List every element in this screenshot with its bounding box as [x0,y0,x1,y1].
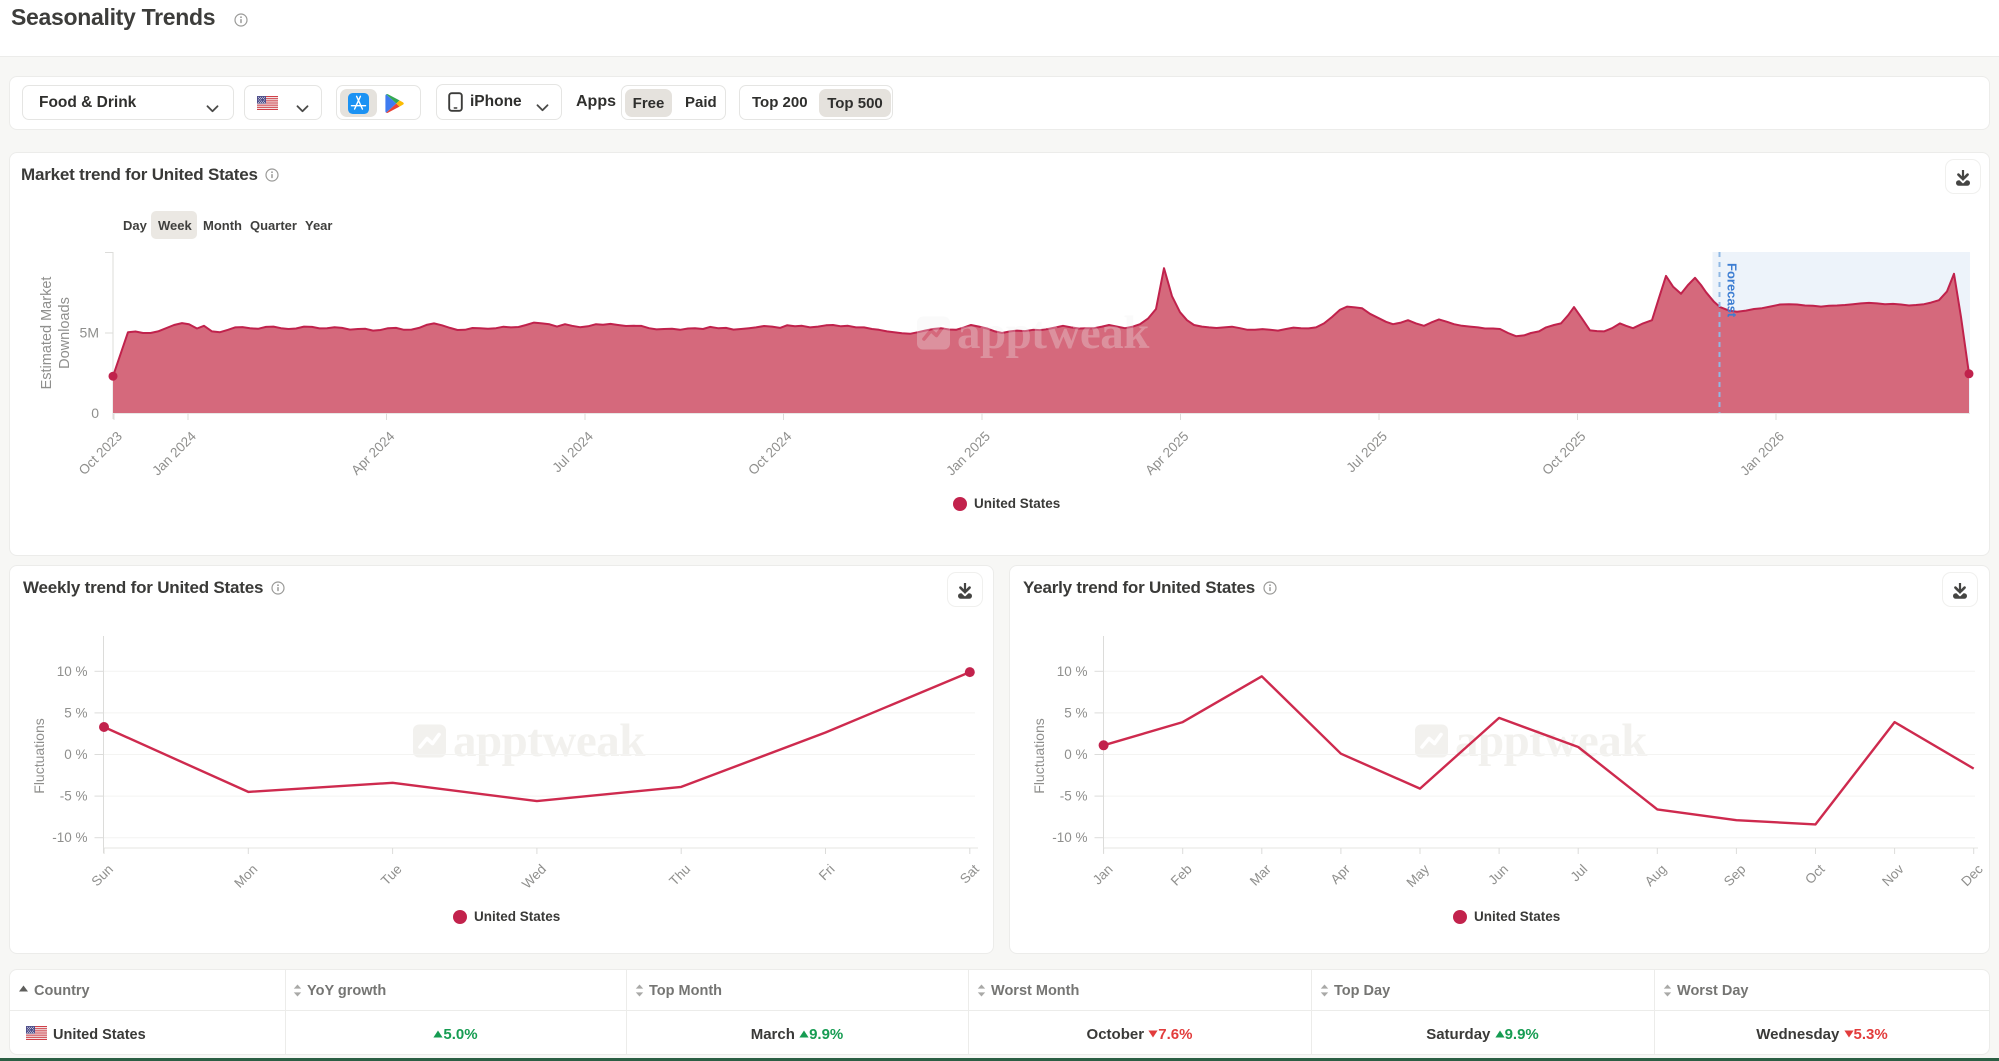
svg-text:Oct 2025: Oct 2025 [1539,429,1588,478]
svg-text:Mar: Mar [1247,861,1274,888]
svg-text:Jan 2026: Jan 2026 [1737,429,1787,479]
svg-text:Sun: Sun [89,862,117,890]
svg-text:0 %: 0 % [1064,747,1087,762]
svg-text:Jan 2024: Jan 2024 [149,428,199,478]
svg-text:Apr 2025: Apr 2025 [1142,429,1191,478]
svg-text:Dec: Dec [1958,861,1986,889]
svg-text:Thu: Thu [666,862,693,889]
svg-text:-5 %: -5 % [60,789,88,804]
svg-text:Jul 2025: Jul 2025 [1343,429,1390,476]
svg-text:5M: 5M [80,325,99,341]
svg-text:-5 %: -5 % [1060,789,1088,804]
svg-text:-10 %: -10 % [52,830,87,845]
svg-text:10 %: 10 % [1057,664,1088,679]
svg-text:0: 0 [91,405,99,421]
svg-text:Feb: Feb [1168,862,1195,889]
svg-text:Fluctuations: Fluctuations [31,718,47,793]
svg-text:Estimated Market: Estimated Market [39,277,55,390]
svg-text:10 %: 10 % [57,664,88,679]
svg-text:Jul 2024: Jul 2024 [549,428,596,475]
svg-text:Aug: Aug [1642,862,1670,890]
svg-text:Oct: Oct [1802,861,1828,887]
svg-text:Nov: Nov [1879,861,1907,889]
svg-text:Sat: Sat [957,861,982,886]
svg-text:Mon: Mon [231,862,260,891]
svg-text:Fluctuations: Fluctuations [1031,718,1047,793]
svg-text:-10 %: -10 % [1052,830,1087,845]
svg-text:Jul: Jul [1568,862,1591,885]
svg-text:Sep: Sep [1721,862,1749,890]
svg-text:Oct 2024: Oct 2024 [745,428,795,478]
svg-text:Jun: Jun [1485,862,1511,888]
svg-text:5 %: 5 % [1064,705,1087,720]
svg-text:Jan 2025: Jan 2025 [943,429,993,479]
svg-text:5 %: 5 % [64,705,87,720]
svg-text:Forecast: Forecast [1725,263,1740,318]
svg-text:Apr: Apr [1328,861,1354,887]
svg-text:Apr 2024: Apr 2024 [348,428,398,478]
svg-text:Oct 2023: Oct 2023 [76,429,125,478]
svg-text:Jan: Jan [1090,862,1116,888]
svg-text:Downloads: Downloads [57,297,73,369]
svg-text:May: May [1403,861,1432,890]
svg-text:Wed: Wed [519,862,549,892]
svg-text:Tue: Tue [378,862,405,889]
svg-text:0 %: 0 % [64,747,87,762]
svg-text:Fri: Fri [816,862,838,884]
